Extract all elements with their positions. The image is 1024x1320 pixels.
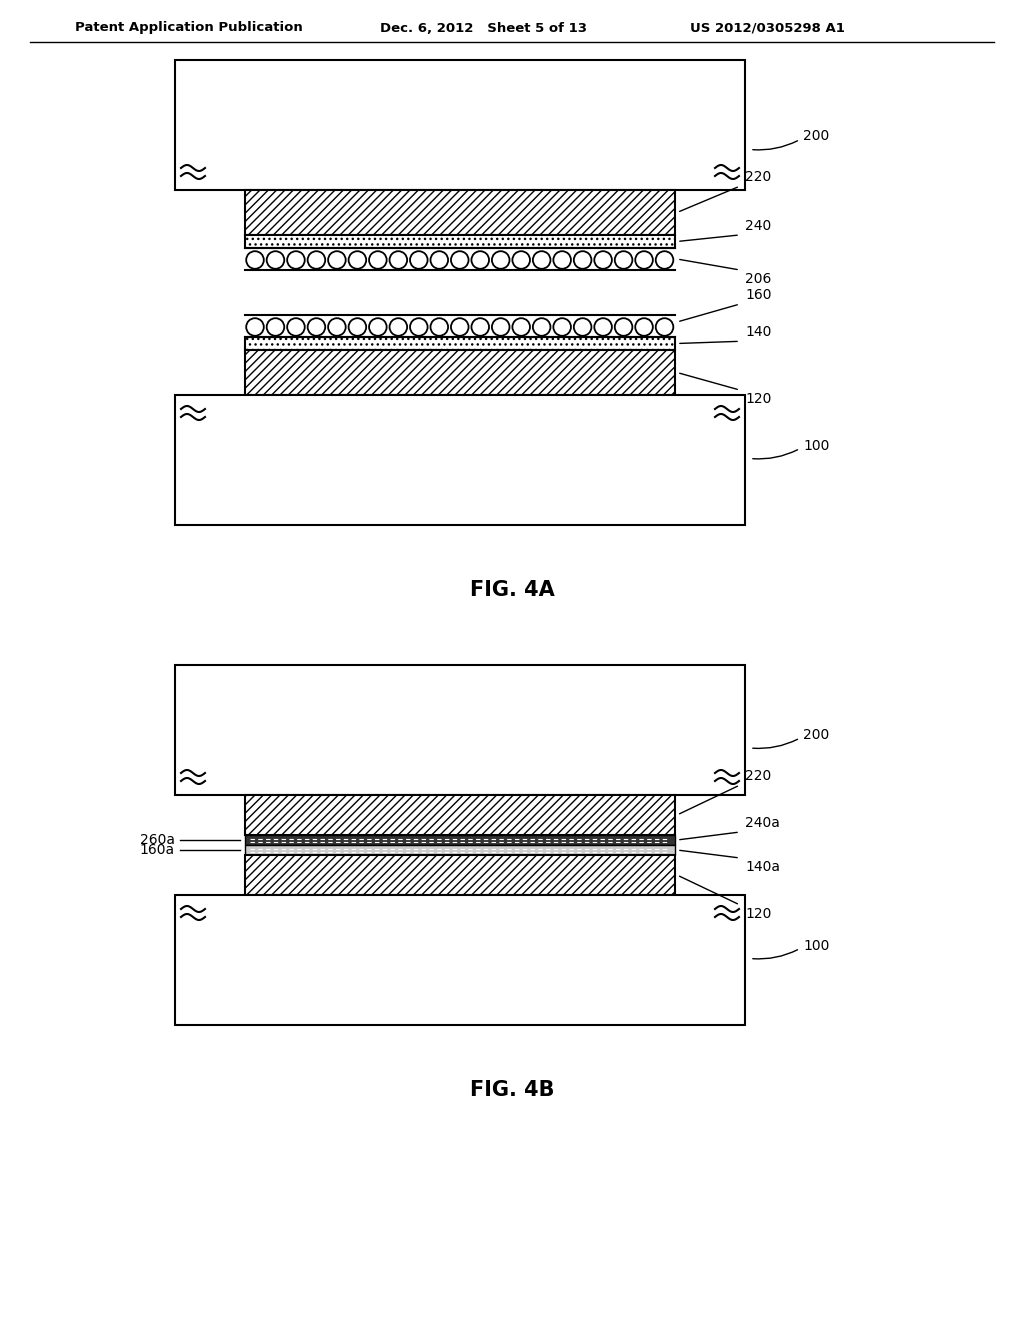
Bar <box>245 350 675 395</box>
Text: 220: 220 <box>745 170 771 183</box>
Text: 100: 100 <box>803 939 829 953</box>
Bar <box>175 395 745 525</box>
Bar <box>175 59 745 190</box>
Bar <box>245 795 675 836</box>
Bar <box>175 895 745 1026</box>
Bar <box>245 337 675 350</box>
Text: 160a: 160a <box>140 843 175 857</box>
Text: 160: 160 <box>745 288 771 302</box>
Text: 220: 220 <box>745 770 771 783</box>
Text: Dec. 6, 2012   Sheet 5 of 13: Dec. 6, 2012 Sheet 5 of 13 <box>380 21 587 34</box>
Text: FIG. 4A: FIG. 4A <box>470 579 554 601</box>
Bar <box>175 665 745 795</box>
Bar <box>245 836 675 845</box>
Text: 120: 120 <box>745 392 771 407</box>
Text: 240a: 240a <box>745 816 780 830</box>
Text: 240: 240 <box>745 219 771 232</box>
Text: 206: 206 <box>745 272 771 286</box>
Text: US 2012/0305298 A1: US 2012/0305298 A1 <box>690 21 845 34</box>
Text: 120: 120 <box>745 907 771 921</box>
Bar <box>245 845 675 855</box>
Bar <box>245 190 675 235</box>
Text: 100: 100 <box>803 438 829 453</box>
Text: 140: 140 <box>745 325 771 339</box>
Text: 140a: 140a <box>745 861 780 874</box>
Text: 200: 200 <box>803 129 829 144</box>
Text: FIG. 4B: FIG. 4B <box>470 1080 554 1100</box>
Bar <box>245 235 675 248</box>
Text: Patent Application Publication: Patent Application Publication <box>75 21 303 34</box>
Text: 260a: 260a <box>140 833 175 847</box>
Bar <box>245 855 675 895</box>
Text: 200: 200 <box>803 729 829 742</box>
